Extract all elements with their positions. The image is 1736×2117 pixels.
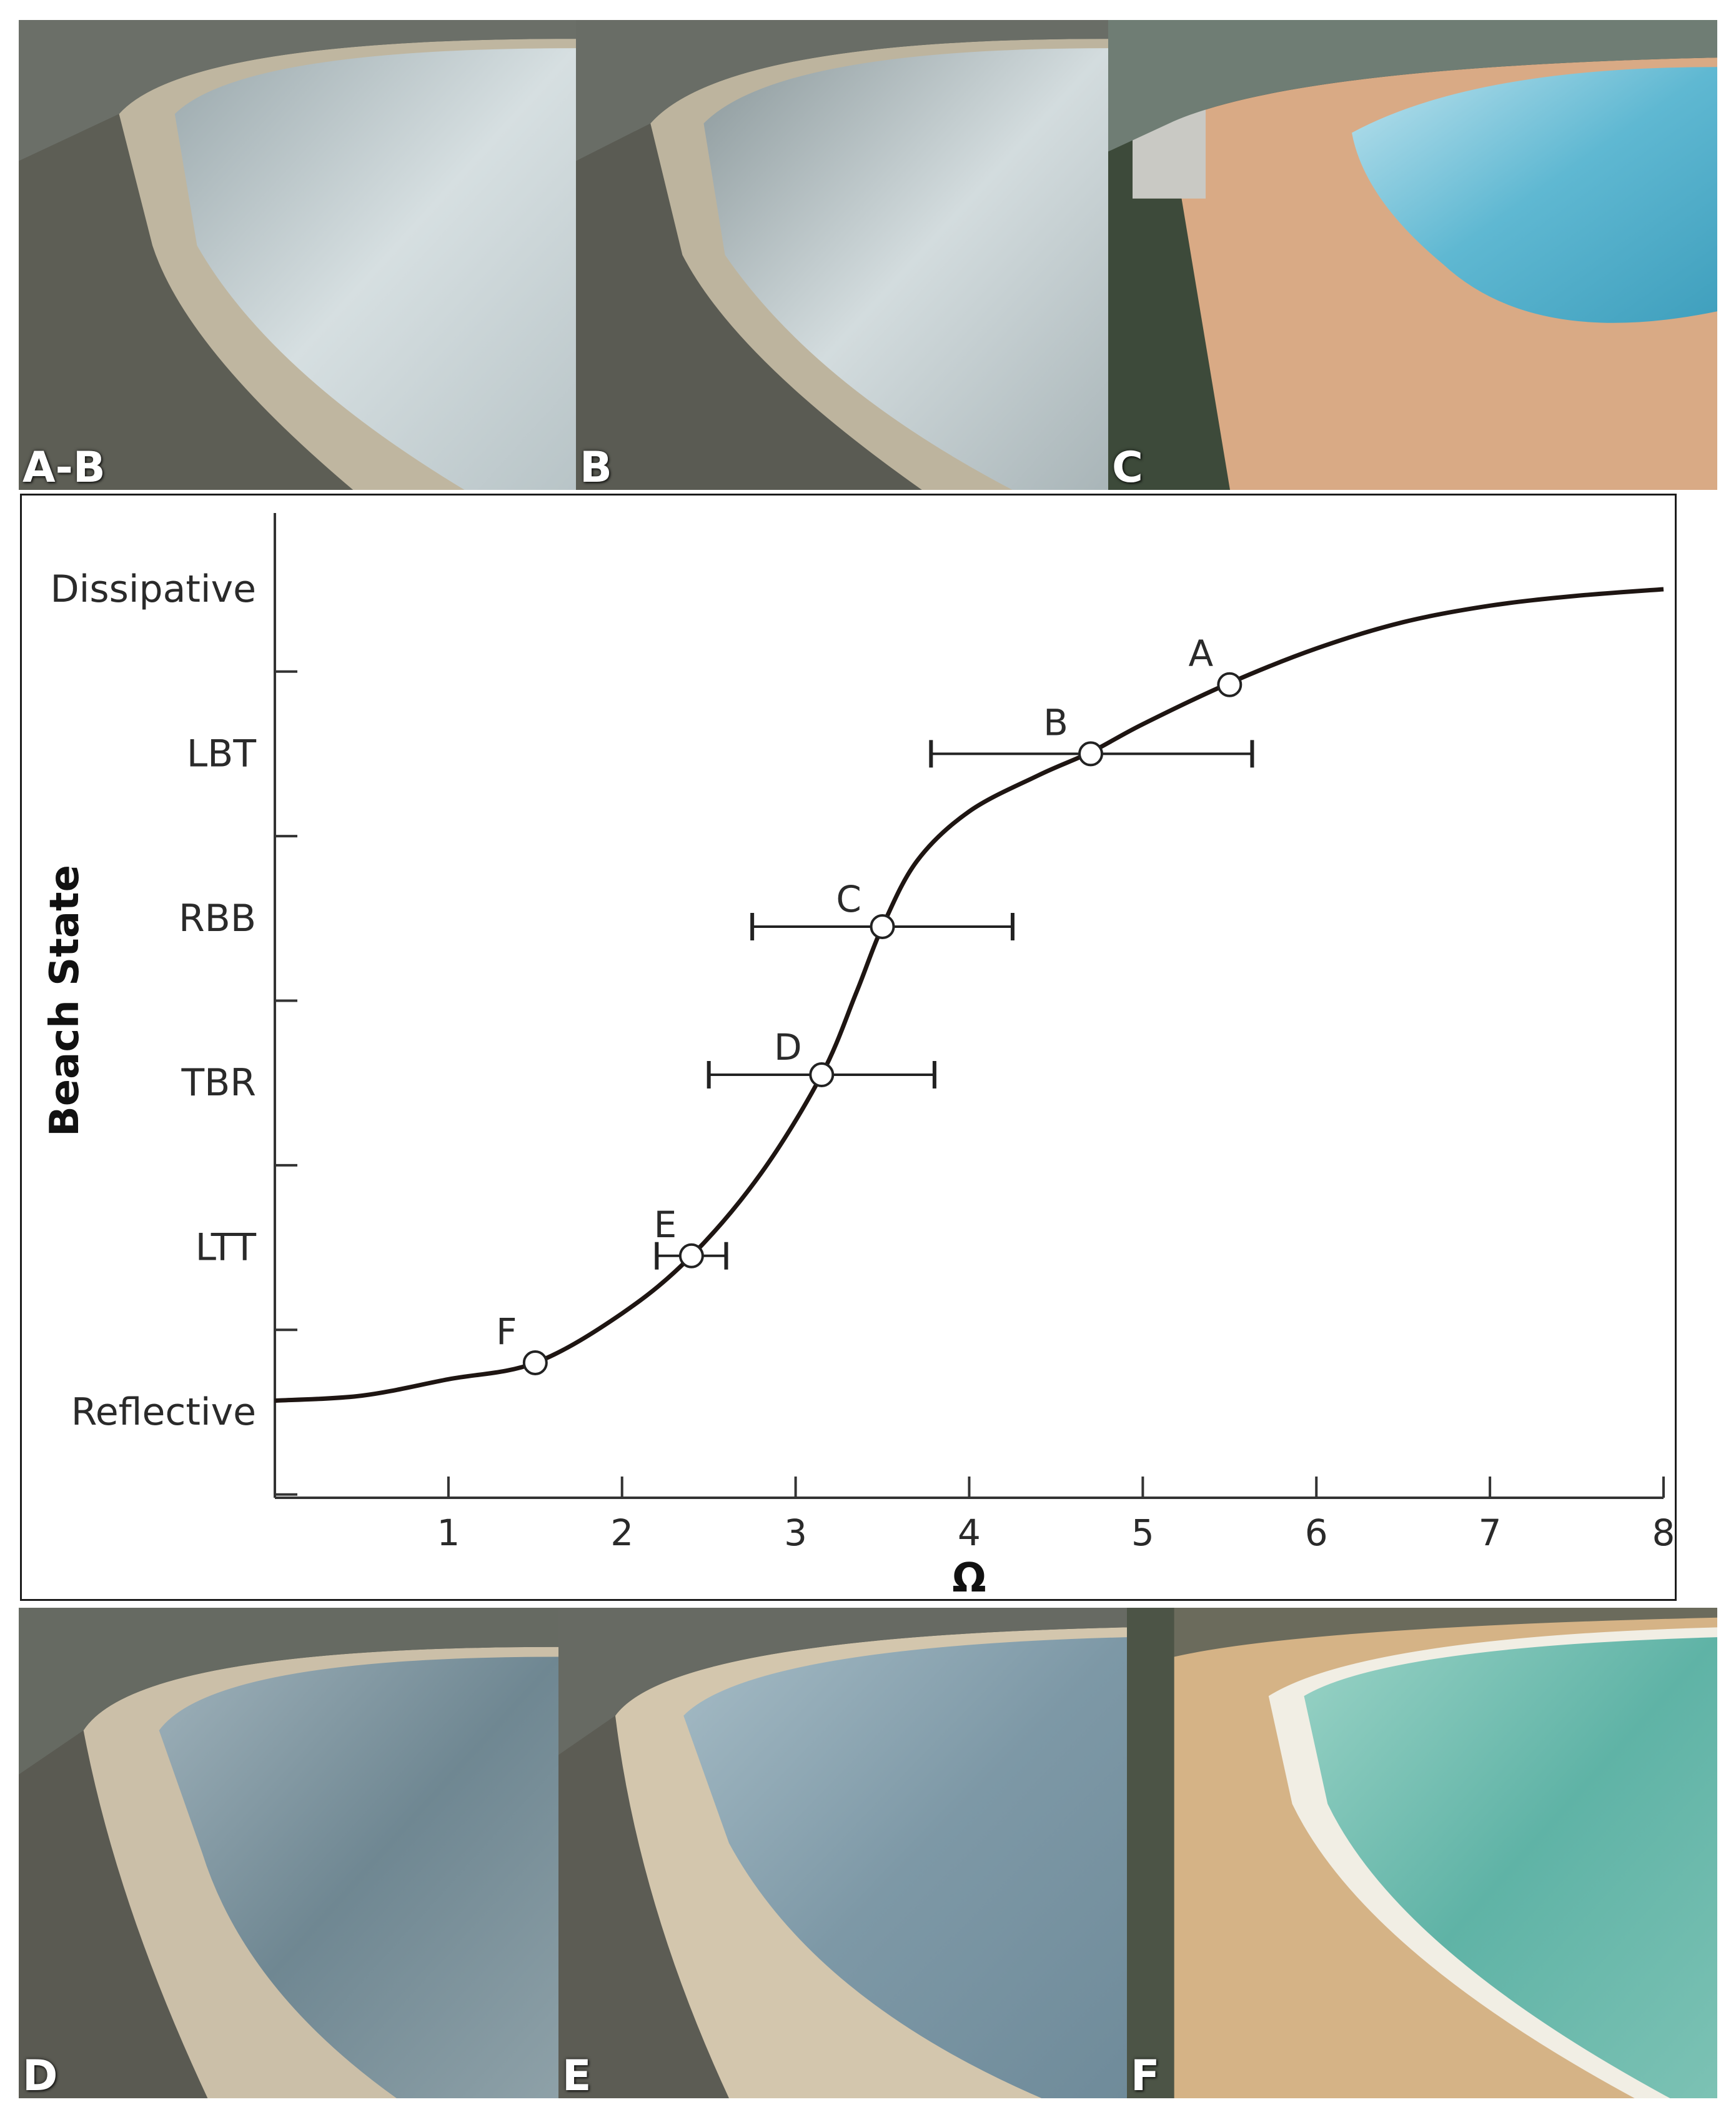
chart-axes: 1 2 3 4 5 6 7 8 Reflective LTT TBR RBB LBT Dissipativ… — [42, 513, 1675, 1599]
beach-photo-b: B — [576, 20, 1108, 490]
point-label-c: C — [836, 878, 861, 920]
y-category-label: RBB — [179, 897, 256, 940]
y-category-label: TBR — [181, 1061, 256, 1105]
chart-points-layer — [522, 672, 1254, 1375]
beach-photo-f-image — [1127, 1608, 1717, 2098]
beach-photo-e-image — [558, 1608, 1127, 2098]
chart-curve-layer — [274, 587, 1664, 1403]
beach-photo-e: E — [558, 1608, 1127, 2098]
x-tick-label: 1 — [437, 1512, 460, 1554]
photo-label: D — [22, 2051, 58, 2098]
photo-label: B — [580, 443, 612, 490]
chart-canvas: 1 2 3 4 5 6 7 8 Reflective LTT TBR RBB LBT Dissipativ… — [42, 513, 1675, 1599]
x-tick-label: 6 — [1305, 1512, 1328, 1554]
y-category-label: LBT — [187, 732, 257, 775]
photo-label: A-B — [22, 443, 106, 490]
beach-photo-c: C — [1108, 20, 1717, 490]
data-point-d — [809, 1062, 835, 1088]
data-point-c — [870, 914, 895, 939]
y-category-label: Dissipative — [50, 567, 256, 611]
data-point-a — [1217, 672, 1242, 697]
data-point-f — [522, 1350, 548, 1375]
x-tick-label: 3 — [784, 1512, 807, 1554]
data-point-b — [1078, 741, 1104, 767]
point-label-b: B — [1043, 701, 1068, 744]
beach-photo-d: D — [19, 1608, 558, 2098]
point-label-e: E — [654, 1203, 677, 1246]
x-tick-label: 2 — [610, 1512, 633, 1554]
x-axis-title: Ω — [952, 1555, 986, 1599]
x-tick-label: 7 — [1479, 1512, 1502, 1554]
point-label-d: D — [774, 1026, 802, 1068]
x-tick-label: 8 — [1652, 1512, 1675, 1554]
photo-label: F — [1131, 2051, 1160, 2098]
photo-label: C — [1112, 443, 1143, 490]
beach-photo-a-b-image — [19, 20, 576, 490]
beach-photo-b-image — [576, 20, 1108, 490]
x-tick-label: 5 — [1131, 1512, 1154, 1554]
y-axis-title: Beach State — [42, 865, 88, 1137]
beach-state-curve — [274, 587, 1664, 1403]
beach-photo-d-image — [19, 1608, 558, 2098]
beach-photo-a-b: A-B — [19, 20, 576, 490]
beach-photo-c-image — [1108, 20, 1717, 490]
y-category-label: LTT — [196, 1226, 257, 1270]
point-label-a: A — [1188, 632, 1213, 675]
beach-state-chart: 1 2 3 4 5 6 7 8 Reflective LTT TBR RBB LBT Dissipativ… — [20, 494, 1677, 1601]
beach-photo-f: F — [1127, 1608, 1717, 2098]
x-tick-label: 4 — [958, 1512, 981, 1554]
data-point-e — [678, 1243, 704, 1268]
chart-labels-layer: A B C D E F — [496, 632, 1213, 1353]
point-label-f: F — [496, 1310, 517, 1353]
photo-label: E — [562, 2051, 592, 2098]
y-category-label: Reflective — [71, 1390, 256, 1434]
